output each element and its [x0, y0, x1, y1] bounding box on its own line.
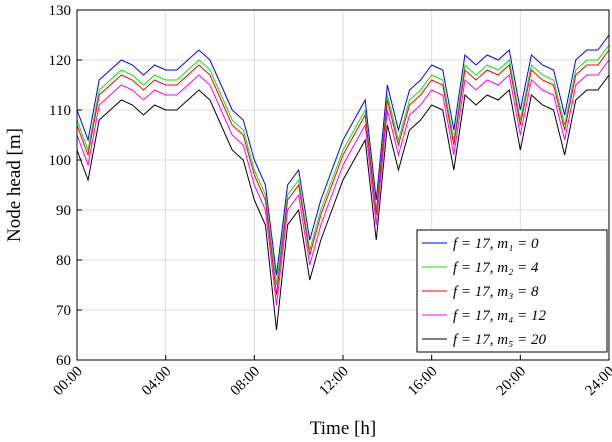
series-line [76, 44, 610, 286]
y-tick-label: 120 [49, 53, 72, 69]
x-tick-label: 12:00 [316, 364, 351, 399]
legend-label: f = 17, m₁ = 0 [453, 236, 539, 252]
legend-box [416, 229, 608, 353]
legend-label: f = 17, m₅ = 20 [453, 332, 546, 348]
y-tick-label: 80 [56, 253, 71, 269]
x-tick-label: 20:00 [494, 364, 529, 399]
y-tick-label: 90 [56, 203, 71, 219]
series-line [76, 74, 610, 331]
legend-label: f = 17, m₄ = 12 [453, 308, 546, 324]
x-tick-label: 16:00 [405, 364, 440, 399]
legend-label: f = 17, m₃ = 8 [453, 284, 539, 300]
series-line [76, 34, 610, 276]
x-tick-label: 04:00 [139, 364, 174, 399]
plot-frame [76, 9, 610, 361]
x-tick-label: 24:00 [582, 364, 612, 399]
series-line [76, 49, 610, 296]
series-line [76, 59, 610, 306]
x-axis-label: Time [h] [310, 418, 376, 439]
y-tick-label: 60 [56, 353, 71, 369]
y-tick-label: 110 [49, 103, 71, 119]
x-tick-label: 08:00 [228, 364, 263, 399]
y-tick-label: 130 [49, 3, 72, 19]
y-tick-label: 70 [56, 303, 71, 319]
legend-label: f = 17, m₂ = 4 [453, 260, 539, 276]
y-tick-label: 100 [49, 153, 72, 169]
y-axis-label: Node head [m] [4, 128, 25, 242]
